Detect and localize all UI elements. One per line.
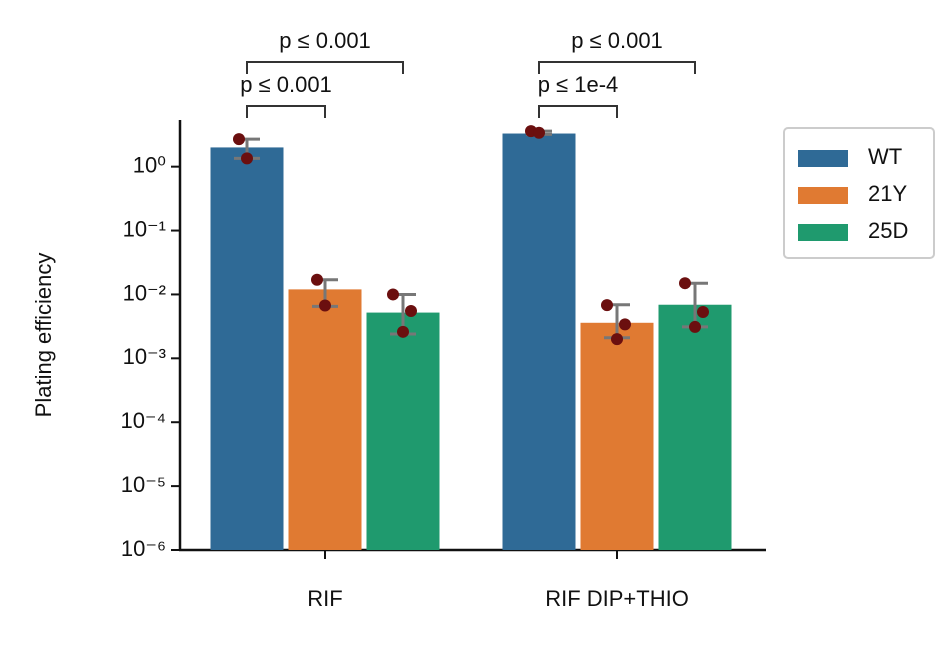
legend-swatch [798, 187, 848, 204]
y-tick-label: 10⁻⁴ [120, 408, 166, 433]
significance-label: p ≤ 0.001 [279, 28, 371, 53]
y-tick-label: 10⁻¹ [123, 216, 166, 241]
significance-label: p ≤ 1e-4 [538, 72, 619, 97]
significance-label: p ≤ 0.001 [571, 28, 663, 53]
bar [288, 289, 362, 550]
data-point [689, 320, 701, 333]
significance-bracket [538, 61, 696, 74]
significance-label: p ≤ 0.001 [240, 72, 332, 97]
data-point [619, 318, 631, 331]
x-tick-label: RIF [307, 586, 342, 611]
data-point [233, 133, 245, 146]
bar [210, 147, 284, 550]
legend-label: 21Y [868, 181, 907, 206]
data-point [311, 273, 323, 286]
legend-label: 25D [868, 218, 908, 243]
x-tick-label: RIF DIP+THIO [545, 586, 689, 611]
y-tick-label: 10⁻⁶ [121, 536, 166, 561]
bar [366, 312, 440, 550]
significance-bracket [538, 105, 618, 118]
data-point [319, 299, 331, 312]
y-tick-label: 10⁻³ [123, 344, 166, 369]
data-point [697, 306, 709, 319]
y-tick-label: 10⁻⁵ [121, 472, 166, 497]
legend-swatch [798, 224, 848, 241]
legend-label: WT [868, 144, 902, 169]
data-point [387, 288, 399, 301]
y-tick-label: 10⁻² [123, 280, 166, 305]
data-point [405, 305, 417, 318]
y-axis-label: Plating efficiency [31, 253, 56, 418]
data-point [241, 152, 253, 165]
bar [502, 133, 576, 550]
significance-bracket [246, 61, 404, 74]
legend-swatch [798, 150, 848, 167]
data-point [533, 126, 545, 139]
y-tick-label: 10⁰ [133, 152, 166, 177]
data-point [601, 299, 613, 312]
data-point [679, 277, 691, 290]
bar [580, 322, 654, 550]
bar [658, 304, 732, 550]
significance-bracket [246, 105, 326, 118]
data-point [611, 333, 623, 346]
data-point [397, 325, 409, 338]
